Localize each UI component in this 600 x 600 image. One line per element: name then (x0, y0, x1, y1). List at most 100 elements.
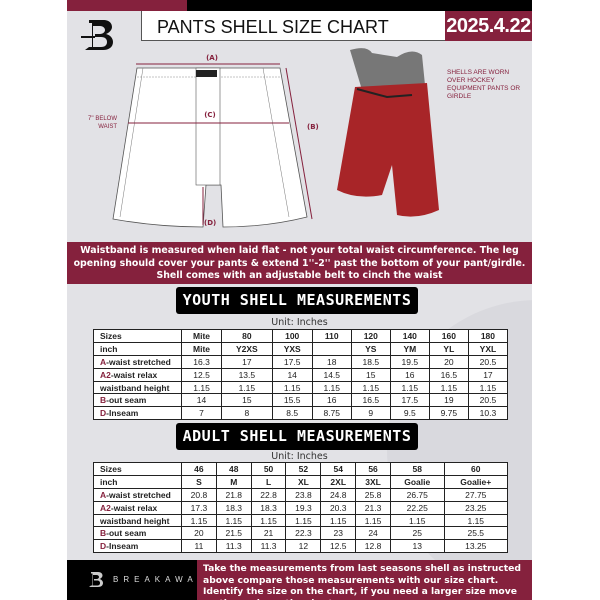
table-cell: 20.3 (320, 500, 357, 515)
row-label-text: waistband height (100, 382, 170, 393)
table-cell: 1.15 (285, 513, 322, 528)
row-label: A-waist stretched (93, 487, 182, 502)
row-label: A-waist stretched (93, 354, 182, 369)
table-cell: Mite (180, 341, 223, 356)
adult-size-table: Sizes 46 48 50 52 54 56 58 60 inch S M L XL 2XL 3XL Goal… (93, 462, 509, 554)
table-cell: 19.5 (389, 354, 430, 369)
row-label-text: -out seam (106, 395, 147, 406)
below-waist-label: 7'' BELOW WAIST (88, 116, 117, 130)
table-cell: 26.75 (389, 487, 445, 502)
table-cell: 14.5 (311, 367, 352, 382)
table-cell: Y2XS (221, 341, 273, 356)
row-label-prefix: D (100, 408, 107, 419)
table-cell: 54 (320, 462, 357, 476)
table-cell: 1.15 (311, 380, 352, 395)
table-row: B-out seam 14 15 15.5 16 16.5 17.5 19 20.5 (93, 393, 509, 408)
table-cell: 17 (467, 367, 509, 382)
table-row: waistband height 1.15 1.15 1.15 1.15 1.15 1.15… (93, 513, 509, 528)
label-d: (D) (204, 219, 216, 227)
table-cell: YS (350, 341, 391, 356)
label-a: (A) (206, 54, 218, 62)
row-label: B-out seam (93, 526, 182, 541)
row-label-prefix: B (100, 395, 107, 406)
table-cell: 1.15 (250, 513, 287, 528)
table-cell: XL (285, 474, 322, 489)
row-label: B-out seam (93, 393, 182, 408)
table-cell: 24.8 (320, 487, 357, 502)
table-cell: 8 (221, 406, 273, 421)
table-cell: 1.15 (180, 380, 223, 395)
row-label-text: inch (100, 476, 118, 487)
table-cell: 24 (355, 526, 391, 541)
table-cell: YM (389, 341, 430, 356)
row-label: inch (93, 474, 182, 489)
table-cell: 23 (320, 526, 357, 541)
adult-unit-label: Unit: Inches (271, 451, 328, 462)
table-cell: 14 (271, 367, 313, 382)
table-cell: 52 (285, 462, 322, 476)
table-row: A2-waist relax 12.5 13.5 14 14.5 15 16 16.5 17 (93, 367, 509, 382)
table-cell: 140 (389, 329, 430, 343)
table-cell: 17.5 (389, 393, 430, 408)
table-cell: 21.8 (215, 487, 252, 502)
table-cell: S (181, 474, 217, 489)
table-cell: 180 (467, 329, 509, 343)
table-cell: 1.15 (467, 380, 509, 395)
table-cell: 1.15 (320, 513, 357, 528)
table-cell: 23.8 (285, 487, 322, 502)
table-cell: 9 (350, 406, 391, 421)
size-chart-page: PANTS SHELL SIZE CHART 2025.4.22 (A) (C)… (67, 0, 532, 600)
row-label: D-Inseam (93, 406, 182, 421)
table-cell: 12.8 (355, 539, 391, 554)
table-row: A2-waist relax 17.3 18.3 18.3 19.3 20.3 21.3 22… (93, 500, 509, 515)
table-cell: 46 (181, 462, 217, 476)
table-cell: 110 (311, 329, 352, 343)
table-cell: 19.3 (285, 500, 322, 515)
row-label-prefix: A2 (100, 502, 111, 513)
table-cell: 27.75 (443, 487, 509, 502)
table-cell: 19 (428, 393, 469, 408)
table-cell: 1.15 (181, 513, 217, 528)
footer-brand-area (67, 560, 197, 600)
row-label-text: -waist stretched (106, 489, 171, 500)
table-cell: 80 (221, 329, 273, 343)
label-b: (B) (307, 123, 319, 131)
row-label-text: Sizes (100, 330, 122, 341)
table-cell: 7 (180, 406, 223, 421)
table-cell: L (250, 474, 287, 489)
shorts-drawing (112, 67, 308, 228)
table-row: inch S M L XL 2XL 3XL Goalie Goalie+ (93, 474, 509, 489)
table-row: Sizes Mite 80 100 110 120 140 160 180 (93, 329, 509, 343)
footer-instructions: Take the measurements from last seasons … (197, 560, 532, 600)
table-cell: 50 (250, 462, 287, 476)
table-cell: 15.5 (271, 393, 313, 408)
adult-section-title: ADULT SHELL MEASUREMENTS (176, 423, 418, 450)
table-cell: 20.5 (467, 354, 509, 369)
date-badge: 2025.4.22 (445, 11, 532, 41)
table-cell: 3XL (355, 474, 391, 489)
table-cell: 22.8 (250, 487, 287, 502)
table-cell: 16 (389, 367, 430, 382)
table-cell: 1.15 (389, 380, 430, 395)
table-cell: 8.5 (271, 406, 313, 421)
table-cell: 120 (350, 329, 391, 343)
table-cell: 23.25 (443, 500, 509, 515)
table-row: D-Inseam 11 11.3 11.3 12 12.5 12.8 13 13.25 (93, 539, 509, 554)
row-label-text: Sizes (100, 463, 122, 474)
row-label: A2-waist relax (93, 500, 182, 515)
table-cell: Goalie (389, 474, 445, 489)
row-label: Sizes (93, 462, 182, 476)
table-cell: 1.15 (443, 513, 509, 528)
row-label: waistband height (93, 380, 182, 395)
table-cell: 22.25 (389, 500, 445, 515)
youth-section-title: YOUTH SHELL MEASUREMENTS (176, 287, 418, 314)
table-cell: YXL (467, 341, 509, 356)
table-cell: 21 (250, 526, 287, 541)
top-accent-bar (67, 0, 187, 11)
table-cell (311, 341, 352, 356)
table-cell: 160 (428, 329, 469, 343)
table-cell: 14 (180, 393, 223, 408)
shorts-diagram: (A) (C) (B) (D) (112, 48, 439, 228)
row-label-text: -waist relax (110, 502, 158, 513)
table-cell: 1.15 (215, 513, 252, 528)
